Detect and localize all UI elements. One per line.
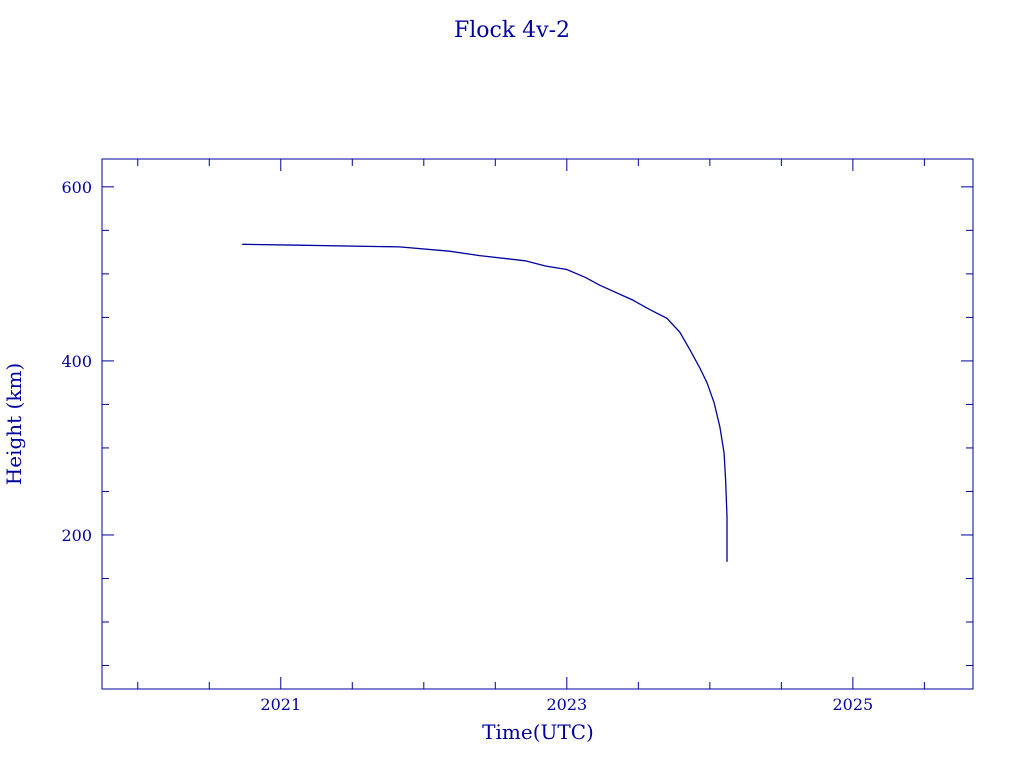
x-axis-label: Time(UTC) [482, 720, 594, 744]
x-tick-label: 2021 [260, 695, 301, 714]
series-line [242, 243, 728, 562]
y-tick-label: 600 [61, 178, 92, 197]
y-tick-label: 200 [61, 526, 92, 545]
y-tick-label: 400 [61, 352, 92, 371]
chart-title: Flock 4v-2 [454, 18, 570, 43]
x-tick-label: 2025 [833, 695, 874, 714]
tick-labels: 2021 2023 2025 200 400 600 [61, 178, 873, 714]
ticks [102, 159, 973, 689]
y-axis-label: Height (km) [2, 363, 26, 485]
plot-frame [101, 158, 974, 690]
x-tick-label: 2023 [546, 695, 587, 714]
